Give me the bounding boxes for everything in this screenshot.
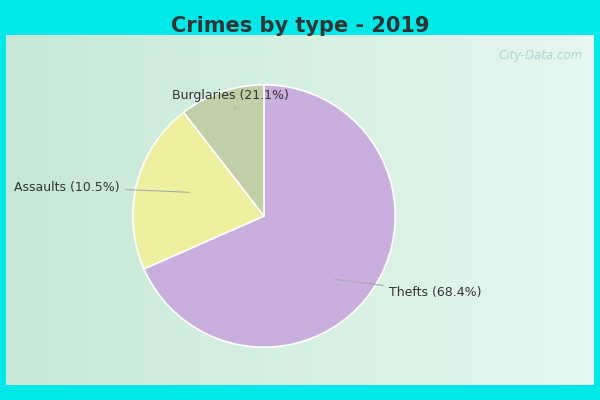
Wedge shape [184, 85, 264, 216]
Text: Assaults (10.5%): Assaults (10.5%) [14, 181, 189, 194]
Text: Crimes by type - 2019: Crimes by type - 2019 [171, 16, 429, 36]
Wedge shape [133, 112, 264, 269]
Text: Thefts (68.4%): Thefts (68.4%) [335, 279, 481, 298]
Text: City-Data.com: City-Data.com [498, 49, 582, 62]
Wedge shape [144, 85, 395, 347]
Text: Burglaries (21.1%): Burglaries (21.1%) [172, 89, 289, 108]
